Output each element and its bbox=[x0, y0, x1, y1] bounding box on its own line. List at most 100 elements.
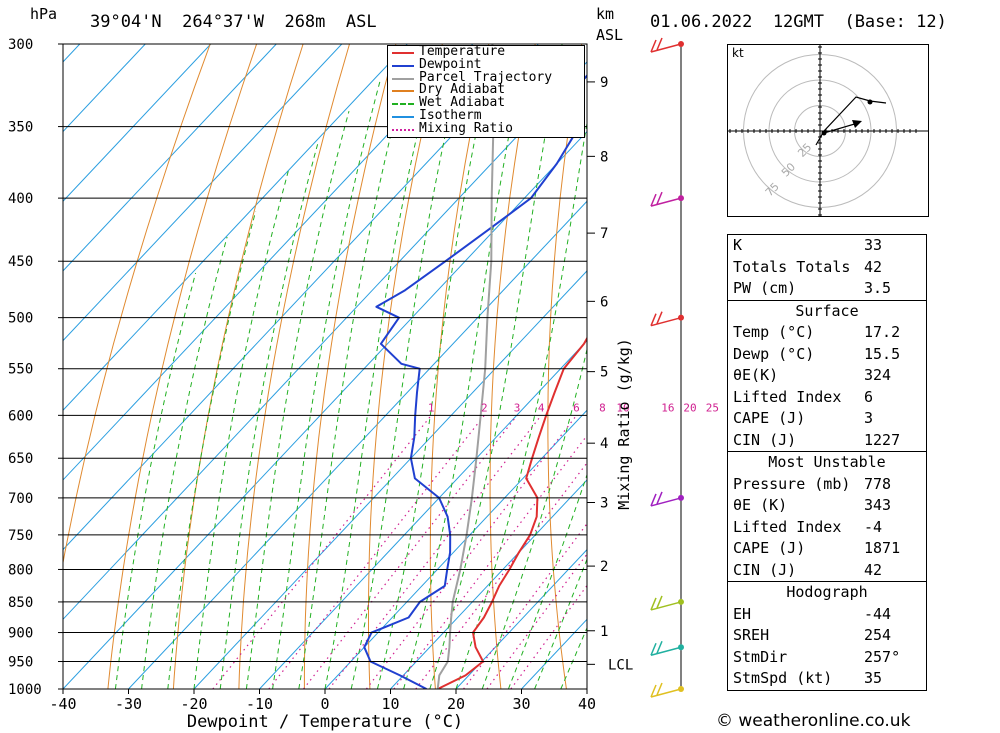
series-line-parcel-trajectory bbox=[436, 44, 495, 689]
mixing-ratio-label: 10 bbox=[616, 401, 629, 414]
wet-adiabat-line bbox=[298, 44, 415, 689]
table-key: EH bbox=[733, 604, 752, 623]
table-title: Surface bbox=[795, 301, 859, 320]
wind-barb bbox=[650, 191, 682, 207]
hodograph-unit-label: kt bbox=[732, 46, 744, 60]
x-tick-label: 20 bbox=[447, 695, 465, 713]
table-row: Temp (°C) 17.2 bbox=[728, 322, 926, 344]
series-line-temperature bbox=[437, 336, 587, 689]
wet-adiabat-line bbox=[141, 236, 228, 689]
table-key: CAPE (J) bbox=[733, 539, 806, 557]
table-key: Temp (°C) bbox=[733, 323, 815, 341]
storm-motion-arrowhead bbox=[852, 120, 862, 128]
wind-barb-flag bbox=[650, 39, 657, 53]
storm-motion-vector bbox=[823, 122, 859, 134]
credit-text: © weatheronline.co.uk bbox=[716, 711, 911, 731]
table-value: 3.5 bbox=[864, 279, 892, 297]
hodograph-trace bbox=[815, 96, 887, 146]
table-value: -44 bbox=[864, 604, 892, 623]
chart-legend: Temperature Dewpoint Parcel Trajectory Dry … bbox=[387, 45, 585, 138]
dry-adiabat-line bbox=[953, 44, 1000, 689]
table-value: 42 bbox=[864, 560, 883, 579]
wind-barb-staff bbox=[650, 646, 682, 656]
legend-swatch bbox=[392, 103, 414, 106]
mixing-ratio-line bbox=[268, 414, 485, 689]
table-value: 35 bbox=[864, 669, 883, 687]
wind-barb-flag bbox=[650, 313, 657, 326]
wind-barb-flag bbox=[650, 493, 657, 507]
pressure-tick-label: 1000 bbox=[8, 682, 42, 698]
isotherm-line bbox=[63, 130, 587, 689]
mixing-ratio-label: 3 bbox=[514, 401, 521, 414]
table-row: K 33 bbox=[728, 235, 926, 257]
pressure-tick-label: 800 bbox=[8, 562, 33, 578]
isotherm-line bbox=[63, 44, 539, 551]
table-value: 33 bbox=[864, 236, 883, 254]
pressure-tick-label: 600 bbox=[8, 408, 33, 424]
pressure-tick-label: 750 bbox=[8, 528, 33, 544]
pressure-tick-label: 550 bbox=[8, 362, 33, 378]
wind-barb-staff bbox=[650, 197, 682, 207]
legend-swatch bbox=[392, 90, 414, 93]
mixing-ratio-label: 25 bbox=[706, 401, 719, 414]
location-title: 39°04'N 264°37'W 268m ASL bbox=[90, 12, 377, 32]
wet-adiabat-line bbox=[167, 211, 257, 689]
legend-label: Dry Adiabat bbox=[419, 82, 506, 98]
legend-item: Parcel Trajectory bbox=[388, 71, 584, 85]
isotherm-line bbox=[63, 61, 587, 621]
pressure-unit-label: hPa bbox=[30, 5, 58, 23]
table-row: θE(K) 324 bbox=[728, 365, 926, 387]
legend-label: Isotherm bbox=[419, 107, 482, 123]
wet-adiabat-line bbox=[403, 44, 528, 689]
wind-barb bbox=[650, 640, 682, 656]
dry-adiabat-line bbox=[429, 44, 490, 689]
hodograph-panel: 25 50 75 kt bbox=[727, 40, 929, 228]
wind-barb-flag bbox=[656, 682, 663, 696]
legend-swatch bbox=[392, 115, 414, 118]
km-tick-label: 4 bbox=[600, 436, 608, 452]
table-key: CIN (J) bbox=[733, 430, 797, 449]
wet-adiabat-line bbox=[193, 170, 289, 689]
x-tick-label: -10 bbox=[246, 695, 273, 713]
wind-barb-flag bbox=[656, 595, 663, 609]
isotherm-line bbox=[324, 409, 587, 689]
pressure-tick-label: 500 bbox=[8, 311, 33, 327]
table-row: Lifted Index 6 bbox=[728, 387, 926, 409]
wind-barb-flag bbox=[656, 491, 663, 505]
table-value: 3 bbox=[864, 409, 874, 427]
isotherm-line bbox=[63, 44, 343, 342]
wind-barb-flag bbox=[656, 191, 663, 205]
km-tick-label: 8 bbox=[600, 149, 608, 165]
wind-barb-staff bbox=[650, 688, 682, 698]
wind-barb bbox=[650, 37, 682, 53]
table-title: Most Unstable bbox=[768, 453, 886, 471]
legend-item: Wet Adiabat bbox=[388, 95, 584, 111]
legend-item: Mixing Ratio bbox=[388, 122, 584, 136]
datetime-title: 01.06.2022 12GMT (Base: 12) bbox=[650, 12, 947, 32]
wind-barb-flag bbox=[656, 640, 663, 654]
table-key: StmSpd (kt) bbox=[733, 669, 833, 687]
table-row: PW (cm) 3.5 bbox=[728, 278, 926, 300]
wet-adiabat-line bbox=[324, 44, 440, 689]
table-key: K bbox=[733, 236, 743, 254]
table-key: SREH bbox=[733, 626, 770, 644]
legend-swatch bbox=[392, 128, 414, 131]
isotherm-line bbox=[63, 44, 474, 481]
table-key: CIN (J) bbox=[733, 560, 797, 579]
wind-barb-flag bbox=[650, 642, 657, 656]
axis-labels: 1 2 3 4 6 8 10 16 20 2530035040045050055060065070… bbox=[8, 37, 719, 732]
legend-label: Dewpoint bbox=[419, 56, 482, 72]
isotherm-line bbox=[63, 44, 408, 412]
index-table: Hodograph EH -44 SREH 254 StmDir 257° StmSpd (k… bbox=[727, 581, 927, 691]
legend-label: Wet Adiabat bbox=[419, 95, 506, 111]
wind-barb bbox=[650, 682, 682, 698]
wind-barb-flag bbox=[656, 311, 663, 324]
table-key: Lifted Index bbox=[733, 387, 842, 406]
mixing-ratio-line bbox=[463, 522, 587, 689]
x-tick-label: 0 bbox=[320, 695, 329, 713]
wind-barb-staff bbox=[650, 43, 682, 53]
wind-dot bbox=[678, 314, 684, 321]
pressure-tick-label: 650 bbox=[8, 451, 33, 467]
km-tick-label: 2 bbox=[600, 559, 608, 575]
table-row: StmDir 257° bbox=[728, 647, 926, 669]
